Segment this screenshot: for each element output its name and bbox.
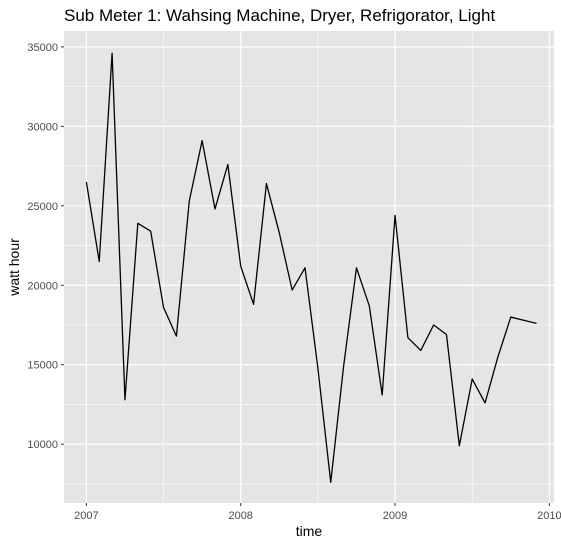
x-tick-label: 2008 [228,510,252,522]
series-line [85,52,537,483]
y-tick-label: 15000 [27,360,58,372]
x-tick-label: 2007 [74,510,98,522]
y-tick-label: 10000 [27,439,58,451]
plot-panel [64,31,554,503]
x-axis-title: time [296,523,323,539]
y-tick-label: 30000 [27,121,58,133]
y-tick-label: 25000 [27,201,58,213]
x-tick-label: 2010 [537,510,561,522]
y-axis-title: watt hour [6,238,22,297]
series-layer [85,52,537,483]
y-tick-label: 20000 [27,280,58,292]
x-tick-label: 2009 [383,510,407,522]
axis-ticks: 10000 15000 20000 25000 30000 35000 2007 2008 20… [27,42,561,522]
y-tick-label: 35000 [27,42,58,54]
chart-title: Sub Meter 1: Wahsing Machine, Dryer, Ref… [64,6,495,25]
